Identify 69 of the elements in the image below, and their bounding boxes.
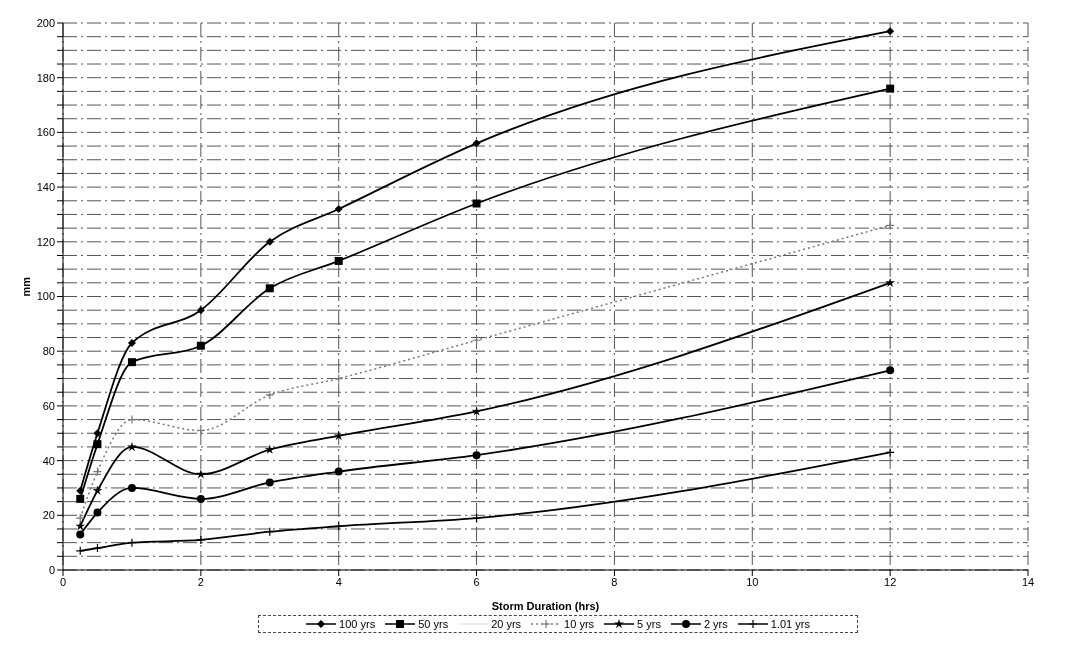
point (76, 494, 85, 503)
x-tick-label: 0 (59, 575, 67, 588)
point (127, 538, 137, 548)
point (885, 277, 896, 288)
legend-label: 1.01 yrs (770, 618, 810, 630)
y-axis-title: mm (19, 276, 32, 297)
point (196, 306, 205, 315)
point (265, 284, 274, 293)
x-axis-title: Storm Duration (hrs) (491, 600, 600, 612)
point (885, 220, 895, 230)
legend-label: 10 yrs (564, 618, 595, 630)
point (75, 513, 85, 523)
legend-label: 5 yrs (637, 618, 661, 630)
point (196, 494, 205, 503)
point (75, 546, 85, 556)
x-tick-label: 14 (1021, 575, 1035, 588)
x-tick-label: 2 (197, 575, 204, 588)
point (265, 478, 274, 487)
point (334, 204, 343, 213)
y-tick-label: 180 (36, 71, 55, 84)
point (886, 27, 895, 36)
legend-label: 100 yrs (339, 618, 376, 630)
legend-label: 2 yrs (703, 618, 728, 630)
point (333, 430, 344, 441)
point (127, 339, 136, 347)
point (196, 341, 205, 350)
point (92, 543, 103, 553)
point (76, 530, 85, 539)
point (196, 535, 206, 545)
point (93, 429, 102, 438)
point (472, 451, 481, 460)
point (886, 366, 895, 375)
point (265, 390, 275, 400)
point (127, 358, 136, 367)
y-tick-label: 60 (42, 399, 55, 412)
y-tick-label: 200 (36, 16, 55, 29)
point (76, 486, 85, 495)
point (472, 199, 481, 208)
point (334, 467, 343, 476)
y-tick-label: 160 (36, 126, 55, 139)
point (885, 447, 895, 457)
x-tick-label: 4 (335, 575, 342, 588)
point (196, 425, 206, 436)
point (127, 483, 136, 492)
x-tick-label: 8 (611, 575, 618, 588)
y-tick-label: 140 (36, 181, 55, 194)
legend-label: 20 yrs (491, 618, 522, 630)
y-tick-label: 0 (48, 563, 55, 576)
point (127, 414, 137, 425)
point (334, 256, 343, 265)
y-tick-label: 40 (42, 454, 55, 467)
point (93, 440, 102, 449)
point (195, 469, 206, 479)
x-tick-label: 10 (746, 575, 759, 588)
point (886, 84, 895, 93)
point (472, 139, 481, 148)
y-tick-label: 80 (42, 345, 55, 358)
point (471, 513, 482, 523)
y-tick-label: 20 (42, 509, 55, 522)
point (93, 508, 102, 517)
x-tick-label: 12 (884, 575, 897, 588)
point (92, 485, 103, 495)
y-tick-label: 120 (36, 235, 55, 248)
point (471, 406, 482, 416)
point (265, 237, 274, 246)
y-tick-label: 100 (36, 290, 55, 303)
point (126, 441, 137, 452)
x-tick-label: 6 (473, 575, 480, 588)
legend-label: 50 yrs (418, 618, 449, 630)
